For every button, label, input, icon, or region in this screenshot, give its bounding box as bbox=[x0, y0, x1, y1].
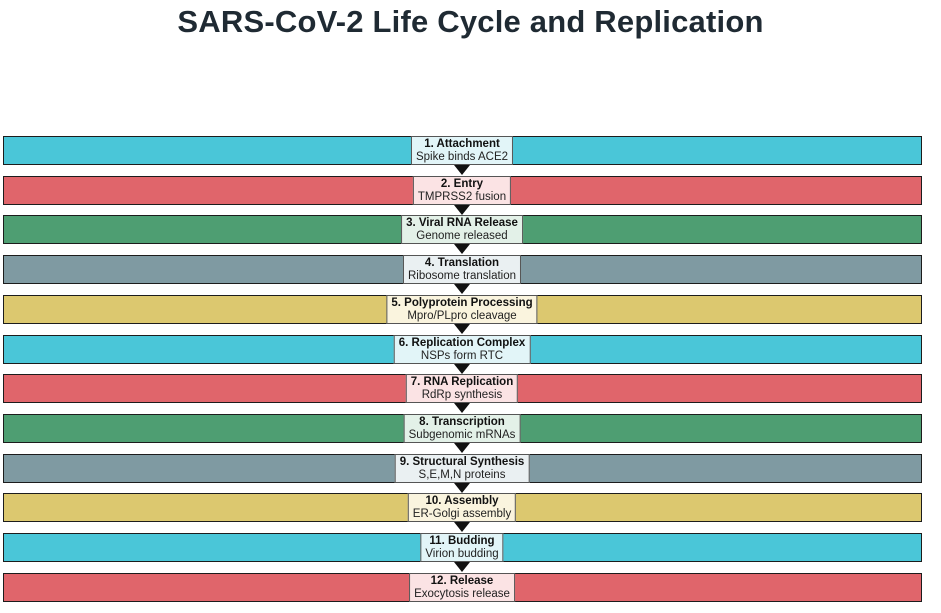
flow-arrow-icon bbox=[454, 284, 470, 294]
flow-arrow-icon bbox=[454, 443, 470, 453]
flow-arrow-icon bbox=[454, 324, 470, 334]
stage-box: 10. Assembly ER-Golgi assembly bbox=[407, 493, 517, 522]
stage-name: 7. RNA Replication bbox=[410, 375, 514, 388]
stage-name: 11. Budding bbox=[429, 534, 495, 547]
diagram-title: SARS-CoV-2 Life Cycle and Replication bbox=[177, 4, 764, 39]
flow-arrow-icon bbox=[454, 364, 470, 374]
stage-box: 1. Attachment Spike binds ACE2 bbox=[410, 136, 514, 165]
flow-arrow-icon bbox=[454, 562, 470, 572]
stage-name: 8. Transcription bbox=[419, 415, 505, 428]
stage-name: 4. Translation bbox=[424, 256, 500, 269]
stage-name: 2. Entry bbox=[440, 177, 484, 190]
stage-box: 3. Viral RNA Release Genome released bbox=[401, 215, 523, 244]
stage-name: 6. Replication Complex bbox=[398, 336, 526, 349]
stage-description: Spike binds ACE2 bbox=[415, 150, 509, 163]
stage-description: Subgenomic mRNAs bbox=[408, 428, 516, 441]
stage-name: 3. Viral RNA Release bbox=[406, 216, 518, 229]
stage-description: Genome released bbox=[416, 229, 508, 242]
stage-description: S,E,M,N proteins bbox=[418, 468, 506, 481]
stage-description: ER-Golgi assembly bbox=[412, 507, 512, 520]
flow-arrow-icon bbox=[454, 483, 470, 493]
stage-box: 5. Polyprotein Processing Mpro/PLpro clea… bbox=[386, 295, 538, 324]
stage-description: TMPRSS2 fusion bbox=[417, 190, 507, 203]
stage-name: 1. Attachment bbox=[424, 137, 500, 150]
stage-box: 9. Structural Synthesis S,E,M,N proteins bbox=[394, 454, 530, 483]
stage-box: 12. Release Exocytosis release bbox=[409, 573, 515, 602]
stage-description: RdRp synthesis bbox=[421, 388, 503, 401]
stage-description: Exocytosis release bbox=[414, 587, 510, 600]
stage-description: Mpro/PLpro cleavage bbox=[407, 309, 517, 322]
flow-arrow-icon bbox=[454, 205, 470, 215]
stage-name: 5. Polyprotein Processing bbox=[391, 296, 533, 309]
stage-box: 4. Translation Ribosome translation bbox=[402, 255, 522, 284]
stage-box: 2. Entry TMPRSS2 fusion bbox=[412, 176, 512, 205]
stage-name: 10. Assembly bbox=[425, 494, 499, 507]
stage-name: 12. Release bbox=[430, 574, 494, 587]
stage-box: 7. RNA Replication RdRp synthesis bbox=[405, 374, 519, 403]
stage-description: NSPs form RTC bbox=[420, 349, 504, 362]
stage-description: Virion budding bbox=[425, 547, 499, 560]
stage-box: 8. Transcription Subgenomic mRNAs bbox=[403, 414, 521, 443]
stage-box: 6. Replication Complex NSPs form RTC bbox=[393, 335, 531, 364]
stage-description: Ribosome translation bbox=[407, 269, 517, 282]
flow-arrow-icon bbox=[454, 522, 470, 532]
stage-name: 9. Structural Synthesis bbox=[399, 455, 525, 468]
flow-arrow-icon bbox=[454, 165, 470, 175]
flow-arrow-icon bbox=[454, 244, 470, 254]
flow-arrow-icon bbox=[454, 403, 470, 413]
stage-box: 11. Budding Virion budding bbox=[420, 533, 504, 562]
